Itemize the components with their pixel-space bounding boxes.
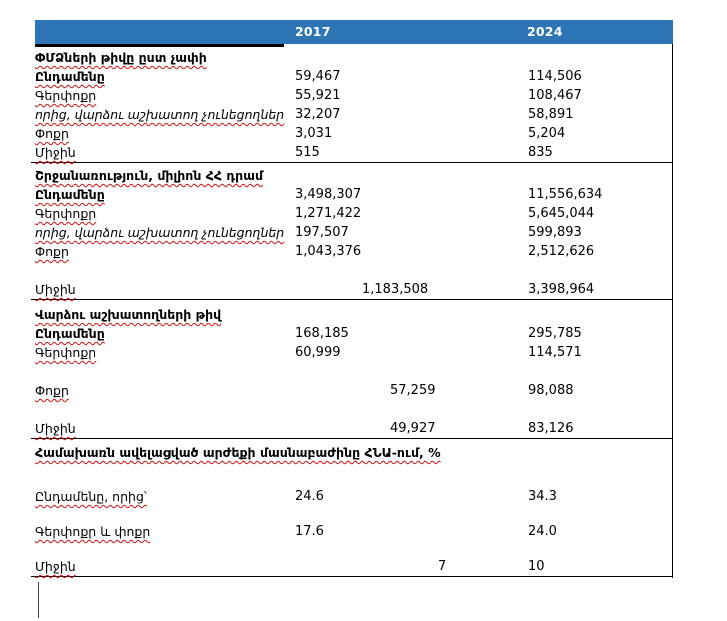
- section-title-label: Շրջանառություն, միլիոն ՀՀ դրամ: [35, 168, 263, 183]
- table-row: որից, վարձու աշխատող չունեցողներ 32,207 …: [35, 105, 673, 124]
- section-title-turnover: Շրջանառություն, միլիոն ՀՀ դրամ: [35, 166, 673, 185]
- spacer: [35, 400, 673, 419]
- row-label: Միջին: [35, 145, 76, 160]
- section-title-label: Համախառն ավելացված արժեքի մասնաբաժինը ՀՆ…: [35, 445, 441, 460]
- year-column-header-2017: 2017: [295, 24, 331, 39]
- table-right-border: [671, 44, 673, 578]
- value-2024: 5,204: [528, 126, 566, 141]
- row-label: Գերփոքր: [35, 345, 97, 360]
- spacer: [35, 462, 673, 487]
- value-2017: 24.6: [295, 489, 324, 504]
- value-2017: 1,183,508: [362, 282, 429, 297]
- row-label: Միջին: [35, 282, 76, 297]
- table-row: Միջին 7 10: [35, 557, 673, 576]
- value-2024: 98,088: [528, 383, 574, 398]
- value-2024: 24.0: [528, 524, 557, 539]
- table-year-header: 2017 2024: [35, 20, 673, 44]
- value-2024: 599,893: [528, 225, 582, 240]
- row-label: Ընդամենը: [35, 187, 105, 202]
- table-row: Ընդամենը 3,498,307 11,556,634: [35, 185, 673, 204]
- value-2017: 17.6: [295, 524, 324, 539]
- table-row: Գերփոքր և փոքր 17.6 24.0: [35, 522, 673, 541]
- section-title-employees: Վարձու աշխատողների թիվ: [35, 305, 673, 324]
- spacer: [35, 506, 673, 522]
- value-2017: 1,271,422: [295, 206, 362, 221]
- value-2017: 197,507: [295, 225, 349, 240]
- row-label: որից, վարձու աշխատող չունեցողներ: [35, 107, 285, 122]
- row-label: Ընդամենը: [35, 69, 105, 84]
- value-2017: 59,467: [295, 69, 341, 84]
- row-label: Միջին: [35, 421, 76, 436]
- row-label: Գերփոքր: [35, 88, 97, 103]
- value-2024: 5,645,044: [528, 206, 595, 221]
- row-label: Ընդամենը, որից՝: [35, 489, 147, 504]
- value-2024: 10: [528, 559, 545, 574]
- table-row: Միջին 515 835: [35, 143, 673, 162]
- section-title-gdp-share: Համախառն ավելացված արժեքի մասնաբաժինը ՀՆ…: [35, 443, 673, 462]
- value-2024: 835: [528, 145, 553, 160]
- value-2017: 3,031: [295, 126, 333, 141]
- table-row: Ընդամենը 168,185 295,785: [35, 324, 673, 343]
- value-2017: 515: [295, 145, 320, 160]
- row-label: Ընդամենը: [35, 326, 105, 341]
- value-2024: 108,467: [528, 88, 582, 103]
- value-2017: 49,927: [390, 421, 436, 436]
- value-2017: 55,921: [295, 88, 341, 103]
- table-row: որից, վարձու աշխատող չունեցողներ 197,507…: [35, 223, 673, 242]
- row-label: Փոքր: [35, 244, 69, 259]
- value-2017: 3,498,307: [295, 187, 362, 202]
- table-row: Միջին 1,183,508 3,398,964: [35, 280, 673, 299]
- table-row: Փոքր 3,031 5,204: [35, 124, 673, 143]
- section-divider: [31, 438, 673, 439]
- value-2017: 32,207: [295, 107, 341, 122]
- next-row-left-border-stub: [38, 582, 40, 618]
- table-bottom-border: [31, 576, 673, 577]
- section-divider: [31, 299, 673, 300]
- table-row: Գերփոքր 60,999 114,571: [35, 343, 673, 362]
- spacer: [35, 362, 673, 381]
- table-row: Ընդամենը, որից՝ 24.6 34.3: [35, 487, 673, 506]
- table-row: Փոքր 1,043,376 2,512,626: [35, 242, 673, 261]
- table-row: Գերփոքր 55,921 108,467: [35, 86, 673, 105]
- section-title-label: ՓՄՁների թիվը ըստ չափի: [35, 50, 207, 65]
- value-2024: 83,126: [528, 421, 574, 436]
- value-2024: 114,571: [528, 345, 582, 360]
- value-2017: 1,043,376: [295, 244, 362, 259]
- value-2024: 11,556,634: [528, 187, 603, 202]
- row-label: որից, վարձու աշխատող չունեցողներ: [35, 225, 285, 240]
- section-divider: [31, 162, 673, 163]
- section-title-label: Վարձու աշխատողների թիվ: [35, 307, 222, 322]
- table-row: Միջին 49,927 83,126: [35, 419, 673, 438]
- value-2024: 34.3: [528, 489, 557, 504]
- header-col1-underline: [35, 44, 284, 47]
- value-2024: 114,506: [528, 69, 582, 84]
- value-2024: 3,398,964: [528, 282, 595, 297]
- row-label: Միջին: [35, 559, 76, 574]
- row-label: Փոքր: [35, 126, 69, 141]
- table-row: Ընդամենը 59,467 114,506: [35, 67, 673, 86]
- year-column-header-2024: 2024: [527, 24, 563, 39]
- row-label: Գերփոքր: [35, 206, 97, 221]
- row-label: Գերփոքր և փոքր: [35, 524, 151, 539]
- value-2017: 60,999: [295, 345, 341, 360]
- value-2024: 58,891: [528, 107, 574, 122]
- section-title-sme-count: ՓՄՁների թիվը ըստ չափի: [35, 48, 673, 67]
- value-2017: 168,185: [295, 326, 349, 341]
- spacer: [35, 261, 673, 280]
- row-label: Փոքր: [35, 383, 69, 398]
- value-2017: 57,259: [390, 383, 436, 398]
- spacer: [35, 541, 673, 557]
- table-row: Փոքր 57,259 98,088: [35, 381, 673, 400]
- value-2017: 7: [438, 559, 447, 574]
- table-body: ՓՄՁների թիվը ըստ չափի Ընդամենը 59,467 11…: [31, 48, 673, 577]
- value-2024: 295,785: [528, 326, 582, 341]
- table-row: Գերփոքր 1,271,422 5,645,044: [35, 204, 673, 223]
- value-2024: 2,512,626: [528, 244, 595, 259]
